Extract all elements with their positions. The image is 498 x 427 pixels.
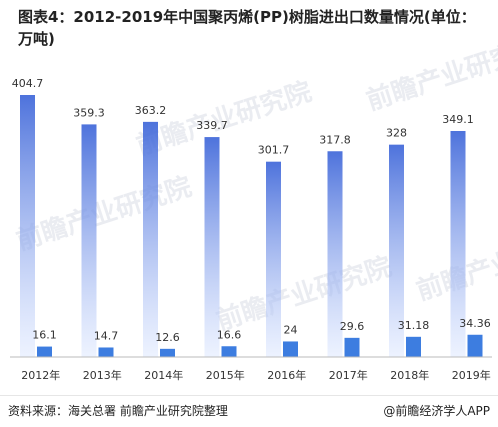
x-tick-label-6: 2018年 <box>390 368 429 382</box>
import-bar-2 <box>143 121 158 357</box>
export-value-label-0: 16.1 <box>32 329 57 342</box>
watermark-text-3: 前瞻产业研究院 <box>13 171 196 257</box>
export-bar-6 <box>406 336 421 357</box>
import-value-label-5: 317.8 <box>319 133 351 146</box>
watermark-text-1: 前瞻产业研究院 <box>363 31 498 117</box>
import-value-label-0: 404.7 <box>12 77 44 90</box>
export-bar-5 <box>344 337 360 357</box>
export-bar-2 <box>160 348 175 357</box>
chart-title: 图表4：2012-2019年中国聚丙烯(PP)树脂进出口数量情况(单位：万吨) <box>18 8 476 48</box>
x-tick-label-7: 2019年 <box>452 368 491 382</box>
import-bar-3 <box>204 137 220 357</box>
export-value-label-2: 12.6 <box>155 331 180 344</box>
export-value-label-5: 29.6 <box>340 320 365 333</box>
x-tick-label-4: 2016年 <box>267 368 306 382</box>
x-tick-label-1: 2013年 <box>83 368 122 382</box>
x-tick-label-0: 2012年 <box>21 368 60 382</box>
export-bar-4 <box>283 341 298 357</box>
x-tick-label-3: 2015年 <box>206 368 245 382</box>
export-bar-3 <box>221 346 237 357</box>
watermark-text-2: 前瞻产业研究院 <box>213 251 396 337</box>
brand-credit: @前瞻经济学人APP <box>383 404 490 418</box>
x-tick-label-5: 2017年 <box>329 368 368 382</box>
export-bar-1 <box>98 347 114 357</box>
x-tick-labels: 2012年 2013年 2014年 2015年 2016年 2017年 2018年 2019年 <box>21 368 491 382</box>
import-value-label-7: 349.1 <box>442 113 474 126</box>
import-value-label-3: 339.7 <box>196 119 228 132</box>
export-value-label-3: 16.6 <box>217 328 242 341</box>
export-bar-7 <box>467 334 483 357</box>
x-tick-label-2: 2014年 <box>144 368 183 382</box>
export-value-label-6: 31.18 <box>398 319 430 332</box>
source-note: 资料来源：海关总署 前瞻产业研究院整理 <box>8 404 228 418</box>
import-value-label-4: 301.7 <box>258 144 290 157</box>
import-bar-0 <box>20 95 35 357</box>
import-value-label-1: 359.3 <box>73 106 105 119</box>
export-bar-0 <box>37 346 52 357</box>
import-bar-7 <box>450 130 466 357</box>
import-bar-1 <box>81 124 97 357</box>
bars-layer <box>20 95 483 357</box>
import-bar-4 <box>266 161 281 357</box>
import-value-label-2: 363.2 <box>135 104 167 117</box>
labels-layer: 404.7 16.1 359.3 14.7 363.2 12.6 339.7 16.6 301.… <box>12 77 491 344</box>
export-value-label-1: 14.7 <box>94 329 119 342</box>
import-bar-6 <box>389 144 404 357</box>
export-value-label-7: 34.36 <box>459 317 491 330</box>
import-value-label-6: 328 <box>386 127 407 140</box>
export-value-label-4: 24 <box>284 323 298 336</box>
import-bar-5 <box>327 151 343 357</box>
footer-divider <box>0 395 498 396</box>
